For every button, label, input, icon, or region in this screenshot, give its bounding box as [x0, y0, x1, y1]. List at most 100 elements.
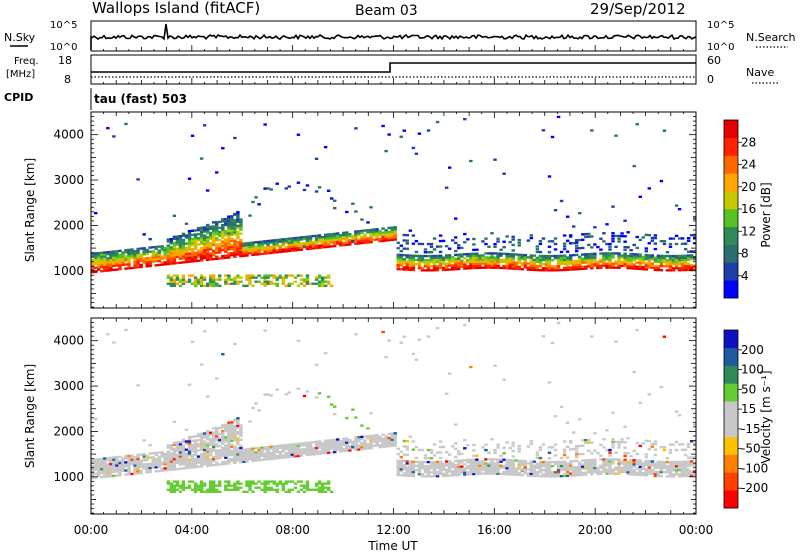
- power-cell: [199, 249, 204, 252]
- power-cell: [535, 268, 540, 272]
- velocity-cell: [163, 469, 168, 472]
- power-cell: [668, 269, 673, 272]
- power-cell: [559, 254, 564, 258]
- velocity-colorbar-swatch: [724, 365, 738, 384]
- velocity-cell: [402, 468, 406, 471]
- power-cell: [460, 263, 464, 266]
- velocity-cell: [233, 431, 237, 434]
- velocity-cell: [230, 439, 234, 442]
- power-cell: [629, 254, 633, 258]
- velocity-cell: [336, 448, 340, 451]
- velocity-cell: [175, 443, 180, 446]
- velocity-cell: [208, 441, 213, 445]
- power-cell: [611, 234, 615, 238]
- power-cell: [224, 246, 228, 249]
- velocity-cell: [103, 465, 107, 468]
- power-cell: [647, 233, 652, 237]
- power-cell: [692, 266, 697, 269]
- power-cell: [317, 244, 322, 247]
- velocity-cell: [181, 444, 186, 448]
- velocity-cell: [617, 468, 621, 471]
- power-cell: [472, 262, 476, 266]
- velocity-cell: [317, 442, 322, 445]
- velocity-cell: [553, 443, 558, 446]
- velocity-cell: [478, 470, 482, 473]
- velocity-cell: [145, 454, 149, 458]
- velocity-cell: [556, 460, 561, 464]
- velocity-cell: [575, 474, 579, 477]
- xtick-label: 20:00: [578, 523, 613, 537]
- power-cell: [254, 241, 258, 244]
- power-cell: [184, 248, 189, 251]
- power-cell: [239, 224, 243, 227]
- power-cell: [629, 265, 633, 268]
- velocity-cell: [662, 471, 667, 474]
- velocity-cell: [565, 474, 570, 478]
- velocity-cell: [218, 455, 222, 458]
- power-cell: [381, 231, 385, 234]
- velocity-cell: [257, 459, 261, 462]
- power-cell: [514, 253, 518, 256]
- power-cell: [584, 259, 588, 262]
- velocity-cell: [447, 453, 452, 456]
- velocity-cell: [184, 442, 189, 445]
- power-cell: [208, 274, 213, 277]
- power-cell: [405, 256, 410, 259]
- velocity-cell: [596, 470, 600, 474]
- velocity-cell: [457, 459, 461, 462]
- power-cell: [581, 253, 585, 256]
- velocity-cell: [665, 460, 670, 464]
- power-cell: [378, 229, 382, 233]
- power-cell: [535, 248, 540, 251]
- velocity-colorbar-swatch: [724, 472, 738, 491]
- velocity-cell: [224, 454, 228, 457]
- power-cell: [172, 284, 177, 287]
- power-cell: [178, 245, 183, 248]
- velocity-cell: [590, 458, 594, 462]
- power-cell: [689, 234, 694, 237]
- power-cell: [390, 236, 394, 239]
- velocity-cell: [269, 451, 273, 454]
- power-cell: [190, 239, 195, 243]
- velocity-cell: [584, 467, 588, 470]
- velocity-cell: [293, 449, 298, 452]
- power-cell: [263, 240, 267, 243]
- velocity-cell: [623, 468, 627, 472]
- velocity-cell: [112, 456, 116, 459]
- power-cell: [490, 232, 494, 235]
- power-cell: [233, 278, 237, 281]
- velocity-cell: [587, 463, 591, 466]
- power-cell: [212, 257, 216, 261]
- power-cell: [236, 211, 240, 214]
- power-cell: [529, 260, 534, 263]
- power-cell: [593, 262, 597, 266]
- velocity-cell: [357, 440, 361, 443]
- velocity-cell: [562, 460, 567, 463]
- velocity-cell: [230, 453, 234, 457]
- power-cell: [578, 259, 582, 263]
- power-cell: [133, 260, 137, 263]
- velocity-cell: [466, 460, 470, 464]
- power-cell: [230, 225, 234, 228]
- power-cell: [239, 242, 243, 246]
- power-cell: [212, 278, 216, 281]
- velocity-cell: [236, 420, 240, 423]
- power-cell: [278, 248, 282, 252]
- velocity-cell: [284, 447, 289, 451]
- power-colorbar-swatch: [724, 155, 738, 174]
- velocity-cell: [323, 439, 328, 442]
- power-cell: [199, 238, 204, 242]
- velocity-cell: [263, 454, 267, 457]
- power-cell: [290, 282, 295, 285]
- power-cell: [242, 246, 246, 249]
- velocity-colorbar-swatch: [724, 330, 738, 349]
- velocity-cell: [617, 446, 621, 449]
- power-cell: [239, 228, 243, 231]
- velocity-cell: [199, 363, 204, 366]
- velocity-cell: [302, 451, 307, 455]
- power-cell: [426, 261, 431, 264]
- velocity-cell: [472, 466, 476, 470]
- velocity-cell: [326, 439, 331, 442]
- velocity-colorbar-swatch: [724, 383, 738, 402]
- power-cell: [535, 260, 540, 264]
